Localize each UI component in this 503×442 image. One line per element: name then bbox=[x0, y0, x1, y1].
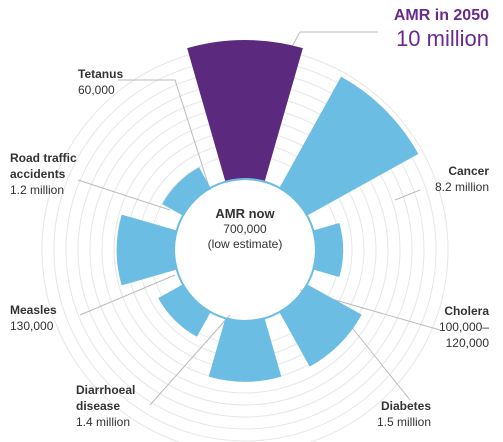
label-cancer-value: 8.2 million bbox=[434, 180, 489, 194]
label-cancer-name: Cancer bbox=[448, 164, 489, 178]
label-diarrhoeal: Diarrhoeal disease 1.4 million bbox=[76, 382, 135, 430]
label-measles-name: Measles bbox=[10, 303, 57, 317]
label-diarrhoeal-name-1: Diarrhoeal bbox=[76, 383, 136, 397]
leader-line bbox=[349, 324, 411, 401]
bar-road-traffic-accidents bbox=[116, 214, 178, 286]
bar-amr-in-2050 bbox=[187, 39, 303, 183]
label-tetanus-name: Tetanus bbox=[78, 67, 124, 81]
center-label-name: AMR now bbox=[215, 206, 275, 221]
bar-diarrhoeal-disease bbox=[208, 317, 282, 382]
bar-diabetes bbox=[278, 283, 362, 367]
bar-measles bbox=[158, 283, 212, 337]
label-measles-value: 130,000 bbox=[10, 319, 54, 333]
label-cancer: Cancer 8.2 million bbox=[435, 163, 489, 195]
label-measles: Measles 130,000 bbox=[10, 302, 57, 334]
label-road-traffic-name-2: accidents bbox=[10, 167, 66, 181]
center-label: AMR now 700,000 (low estimate) bbox=[195, 206, 295, 252]
label-road-traffic: Road traffic accidents 1.2 million bbox=[10, 150, 77, 198]
bar-cancer bbox=[278, 76, 419, 217]
label-tetanus: Tetanus 60,000 bbox=[78, 66, 123, 98]
bar-cholera bbox=[312, 222, 344, 278]
center-label-value-2: (low estimate) bbox=[207, 237, 283, 251]
label-road-traffic-value: 1.2 million bbox=[10, 183, 65, 197]
label-diabetes-value: 1.5 million bbox=[376, 415, 431, 429]
label-tetanus-value: 60,000 bbox=[78, 83, 115, 97]
label-amr-2050-name: AMR in 2050 bbox=[393, 7, 489, 24]
bar-tetanus bbox=[162, 167, 212, 217]
leader-line bbox=[118, 79, 211, 191]
label-amr-2050: AMR in 2050 10 million bbox=[394, 6, 489, 52]
leader-line bbox=[79, 274, 176, 316]
label-cholera-value-2: 120,000 bbox=[445, 336, 489, 350]
label-cholera-name: Cholera bbox=[444, 304, 489, 318]
center-label-value-1: 700,000 bbox=[223, 222, 267, 236]
label-diarrhoeal-value: 1.4 million bbox=[76, 415, 131, 429]
center-disc bbox=[178, 183, 312, 317]
label-diabetes-name: Diabetes bbox=[380, 399, 431, 413]
label-diarrhoeal-name-2: disease bbox=[76, 399, 121, 413]
leader-line bbox=[77, 179, 171, 211]
label-diabetes: Diabetes 1.5 million bbox=[377, 398, 431, 430]
leader-line bbox=[394, 189, 421, 201]
label-cholera-value-1: 100,000– bbox=[438, 320, 489, 334]
center-ring bbox=[173, 178, 317, 322]
label-amr-2050-value: 10 million bbox=[396, 26, 489, 51]
leader-line bbox=[149, 314, 231, 406]
label-cholera: Cholera 100,000– 120,000 bbox=[439, 303, 489, 351]
label-road-traffic-name-1: Road traffic bbox=[10, 151, 77, 165]
